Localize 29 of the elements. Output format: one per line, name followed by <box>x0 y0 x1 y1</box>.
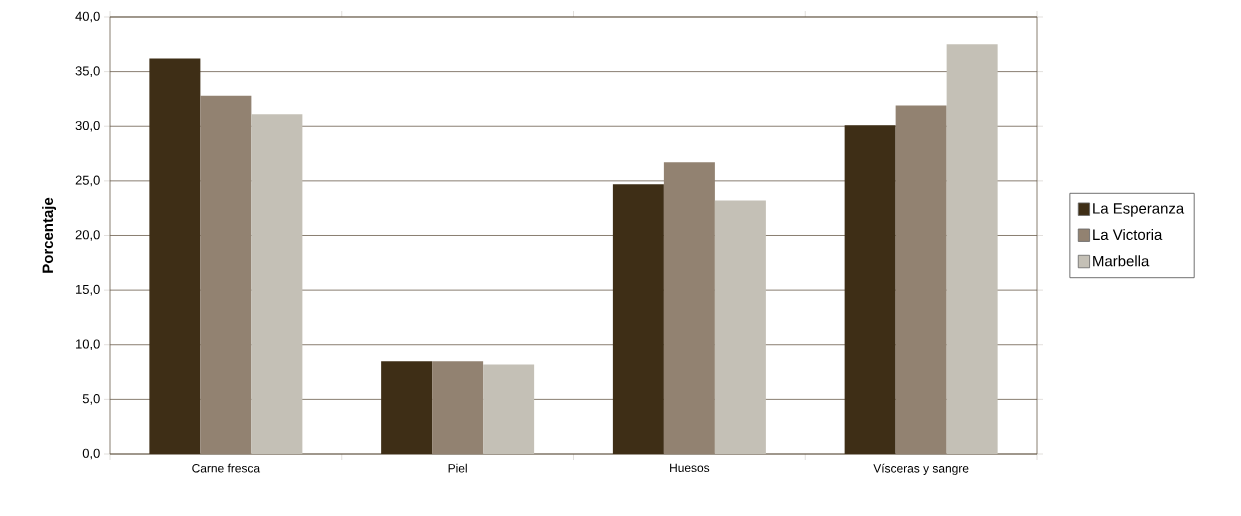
x-tick-label: Vísceras y sangre <box>873 463 969 476</box>
legend-label: La Victoria <box>1093 229 1163 241</box>
y-tick-label: 20,0 <box>75 230 100 241</box>
x-tick-label: Huesos <box>670 463 710 473</box>
legend-label: Marbella <box>1093 255 1150 267</box>
y-tick-label: 30,0 <box>75 120 100 132</box>
bar <box>946 44 998 454</box>
bar <box>381 361 433 454</box>
bar <box>149 58 201 454</box>
bar <box>895 105 947 454</box>
bar <box>432 361 484 454</box>
bar <box>663 162 715 454</box>
bar <box>612 184 664 454</box>
y-tick-label: 25,0 <box>75 175 100 187</box>
y-tick-label: 0,0 <box>82 448 100 460</box>
legend-label: La Esperanza <box>1093 203 1185 217</box>
y-tick-label: 10,0 <box>76 339 100 351</box>
bar <box>200 95 252 454</box>
y-tick-label: 5,0 <box>82 394 100 405</box>
y-tick-label: 35,0 <box>75 66 100 77</box>
x-tick-label: Carne fresca <box>192 463 261 473</box>
y-axis-title: Porcentaje <box>42 197 57 273</box>
bar <box>483 364 535 454</box>
bar <box>714 200 766 454</box>
x-tick-label: Piel <box>448 463 467 473</box>
bar <box>251 114 303 454</box>
y-tick-label: 40,0 <box>75 11 100 23</box>
bar <box>844 125 896 454</box>
y-tick-label: 15,0 <box>76 284 100 296</box>
